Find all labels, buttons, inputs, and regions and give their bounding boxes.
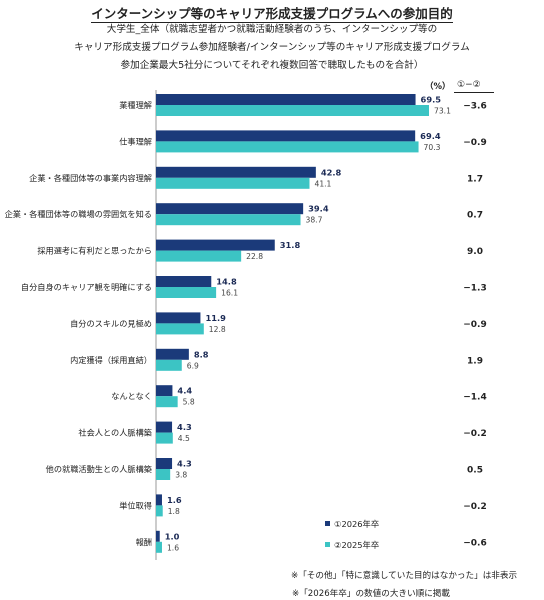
subtitle-line-1: 大学生_全体（就職志望者かつ就職活動経験者のうち、インターンシップ等の bbox=[106, 24, 438, 35]
bar-2025 bbox=[156, 541, 162, 553]
difference-value: −1.4 bbox=[463, 393, 486, 403]
difference-value: 0.7 bbox=[467, 211, 483, 221]
bar-2025 bbox=[156, 359, 182, 371]
bar-2025 bbox=[156, 105, 429, 116]
bar-2025 bbox=[156, 214, 301, 226]
difference-header-underline bbox=[454, 92, 494, 93]
value-label-2025: 70.3 bbox=[424, 143, 441, 152]
bar-2026 bbox=[156, 166, 316, 178]
difference-value: 1.7 bbox=[467, 174, 483, 184]
value-label-2025: 16.1 bbox=[221, 289, 238, 298]
value-label-2025: 22.8 bbox=[246, 252, 263, 261]
bar-2025 bbox=[156, 250, 242, 262]
unit-label: （%） bbox=[425, 82, 451, 92]
category-label: 自分のスキルの見極め bbox=[70, 318, 152, 328]
category-label: 他の就職活動生との人脈構築 bbox=[46, 464, 152, 474]
value-label-2025: 38.7 bbox=[306, 216, 323, 225]
category-label: 自分自身のキャリア観を明確にする bbox=[21, 282, 152, 292]
category-label: 内定獲得（採用直結） bbox=[70, 355, 152, 365]
difference-value: −0.2 bbox=[463, 429, 486, 439]
value-label-2026: 1.6 bbox=[167, 495, 182, 505]
category-label: 仕事理解 bbox=[119, 136, 152, 146]
bar-2026 bbox=[156, 348, 189, 360]
value-label-2026: 39.4 bbox=[308, 204, 329, 214]
subtitle-line-3: 参加企業最大5社分についてそれぞれ複数回答で聴取したものを合計） bbox=[120, 60, 424, 71]
category-label: 報酬 bbox=[136, 537, 152, 547]
legend-label-2025: ②2025年卒 bbox=[334, 540, 379, 550]
difference-value: −0.9 bbox=[463, 138, 486, 148]
difference-value: 0.5 bbox=[467, 466, 483, 476]
category-label: 採用選考に有利だと思ったから bbox=[37, 246, 152, 256]
category-label: 業種理解 bbox=[119, 100, 152, 110]
note-sort-order: ※「2026年卒」の数値の大きい順に掲載 bbox=[292, 589, 450, 599]
bar-2025 bbox=[156, 432, 173, 444]
difference-value: −0.9 bbox=[463, 320, 486, 330]
bar-2026 bbox=[156, 494, 162, 506]
category-label: 単位取得 bbox=[119, 500, 152, 510]
value-label-2025: 41.1 bbox=[314, 179, 331, 188]
difference-value: 9.0 bbox=[467, 247, 483, 257]
chart-title: インターンシップ等のキャリア形成支援プログラムへの参加目的 bbox=[91, 6, 453, 23]
difference-header: ①−② bbox=[457, 80, 481, 90]
value-label-2026: 1.0 bbox=[165, 531, 180, 541]
bar-2025 bbox=[156, 287, 217, 298]
legend-swatch-2025 bbox=[325, 542, 330, 547]
bar-2026 bbox=[156, 458, 173, 469]
bar-2026 bbox=[156, 203, 304, 215]
bar-2026 bbox=[156, 385, 173, 397]
note-hidden-items: ※「その他」「特に意識していた目的はなかった」は非表示 bbox=[291, 571, 518, 581]
bar-2025 bbox=[156, 323, 204, 335]
difference-value: −0.2 bbox=[463, 502, 486, 512]
bar-2025 bbox=[156, 469, 171, 480]
category-label: なんとなく bbox=[111, 391, 152, 401]
value-label-2025: 1.6 bbox=[167, 543, 179, 552]
category-label: 企業・各種団体等の職場の雰囲気を知る bbox=[5, 209, 152, 219]
value-label-2025: 4.5 bbox=[178, 434, 190, 443]
value-label-2025: 12.8 bbox=[209, 325, 226, 334]
bar-2026 bbox=[156, 239, 275, 251]
bar-2026 bbox=[156, 421, 173, 433]
bar-2026 bbox=[156, 130, 416, 142]
bar-2026 bbox=[156, 94, 416, 105]
value-label-2025: 5.8 bbox=[183, 398, 195, 407]
value-label-2026: 4.4 bbox=[177, 386, 192, 396]
value-label-2026: 14.8 bbox=[216, 277, 237, 287]
value-label-2025: 1.8 bbox=[168, 507, 180, 516]
value-label-2026: 4.3 bbox=[177, 422, 192, 432]
value-label-2026: 69.4 bbox=[420, 131, 441, 141]
value-label-2025: 73.1 bbox=[434, 107, 451, 116]
category-label: 企業・各種団体等の事業内容理解 bbox=[29, 173, 152, 183]
value-label-2026: 31.8 bbox=[280, 240, 301, 250]
difference-value: −3.6 bbox=[463, 102, 486, 112]
value-label-2026: 4.3 bbox=[177, 459, 192, 469]
difference-value: 1.9 bbox=[467, 356, 483, 366]
value-label-2026: 42.8 bbox=[321, 167, 342, 177]
bar-2025 bbox=[156, 177, 310, 189]
bar-2026 bbox=[156, 530, 160, 542]
value-label-2026: 69.5 bbox=[421, 95, 442, 105]
category-label: 社会人との人脈構築 bbox=[78, 428, 152, 438]
value-label-2025: 6.9 bbox=[187, 361, 199, 370]
bar-2025 bbox=[156, 396, 178, 408]
bar-2025 bbox=[156, 141, 419, 153]
value-label-2025: 3.8 bbox=[175, 471, 187, 480]
value-label-2026: 8.8 bbox=[194, 349, 209, 359]
legend-label-2026: ①2026年卒 bbox=[334, 519, 379, 529]
value-label-2026: 11.9 bbox=[205, 313, 226, 323]
legend-swatch-2026 bbox=[325, 521, 330, 526]
subtitle-line-2: キャリア形成支援プログラム参加経験者/インターンシップ等のキャリア形成支援プログ… bbox=[74, 42, 470, 53]
bar-2026 bbox=[156, 276, 212, 287]
bar-2025 bbox=[156, 505, 163, 517]
difference-value: −0.6 bbox=[463, 538, 486, 548]
difference-value: −1.3 bbox=[463, 284, 486, 294]
bar-2026 bbox=[156, 312, 201, 324]
